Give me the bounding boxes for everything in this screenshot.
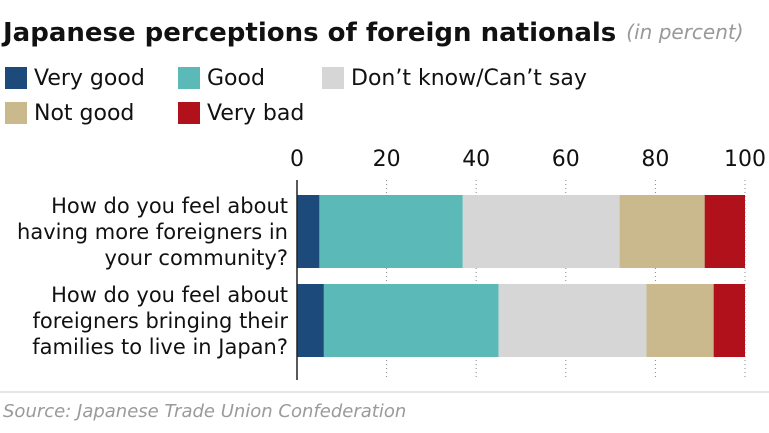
legend-label: Good — [207, 66, 265, 91]
title: Japanese perceptions of foreign national… — [1, 18, 616, 48]
legend-swatch — [322, 67, 344, 89]
legend-label: Don’t know/Can’t say — [351, 66, 587, 91]
bar-segment — [297, 284, 324, 357]
legend-label: Very good — [34, 66, 145, 91]
category-label: How do you feel about foreigners bringin… — [32, 282, 288, 359]
bar-segment — [297, 195, 320, 268]
bar-segment — [646, 284, 714, 357]
x-tick-label: 80 — [641, 147, 669, 172]
legend-label: Very bad — [207, 101, 304, 126]
bar-segment — [323, 284, 499, 357]
legend-swatch — [5, 67, 27, 89]
x-tick-label: 100 — [724, 147, 766, 172]
x-tick-label: 40 — [462, 147, 490, 172]
x-tick-label: 0 — [290, 147, 304, 172]
bar-segment — [713, 284, 745, 357]
x-tick-label: 20 — [373, 147, 401, 172]
legend-swatch — [5, 102, 27, 124]
chart-title: Japanese perceptions of foreign national… — [1, 18, 744, 48]
bar-segment — [704, 195, 745, 268]
x-tick-label: 60 — [552, 147, 580, 172]
legend-swatch — [178, 102, 200, 124]
bar-segment — [498, 284, 647, 357]
subtitle: (in percent) — [626, 20, 743, 44]
bar-segment — [319, 195, 463, 268]
bar-segment — [462, 195, 620, 268]
legend-label: Not good — [34, 101, 134, 126]
source: Source: Japanese Trade Union Confederati… — [3, 401, 406, 422]
category-label: How do you feel about having more foreig… — [17, 193, 288, 270]
bar-segment — [619, 195, 705, 268]
legend-swatch — [178, 67, 200, 89]
